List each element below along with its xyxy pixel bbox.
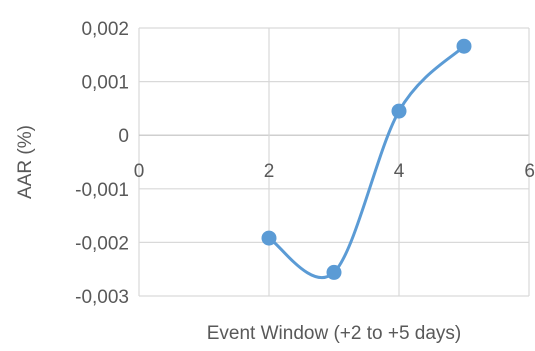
x-axis-title: Event Window (+2 to +5 days) bbox=[207, 323, 462, 344]
series-line bbox=[268, 45, 466, 280]
y-tick-label: -0,003 bbox=[75, 287, 129, 308]
y-tick-labels: 0,002 0,001 0 -0,001 -0,002 -0,003 bbox=[75, 19, 129, 308]
data-point bbox=[261, 230, 277, 246]
series-layer bbox=[261, 38, 472, 280]
x-tick-label: 2 bbox=[264, 161, 275, 182]
y-tick-label: 0,001 bbox=[81, 73, 129, 94]
x-tick-label: 0 bbox=[134, 161, 145, 182]
x-tick-label: 4 bbox=[394, 161, 405, 182]
data-point bbox=[391, 103, 407, 119]
y-axis-title: AAR (%) bbox=[15, 125, 36, 199]
x-tick-labels: 0 2 4 6 bbox=[134, 161, 535, 182]
y-tick-label: 0 bbox=[118, 126, 129, 147]
data-point bbox=[326, 264, 342, 280]
data-point bbox=[456, 38, 472, 54]
y-tick-label: 0,002 bbox=[81, 19, 129, 40]
x-tick-label: 6 bbox=[524, 161, 535, 182]
grid-lines bbox=[139, 27, 530, 297]
y-tick-label: -0,002 bbox=[75, 233, 129, 254]
y-tick-label: -0,001 bbox=[75, 180, 129, 201]
